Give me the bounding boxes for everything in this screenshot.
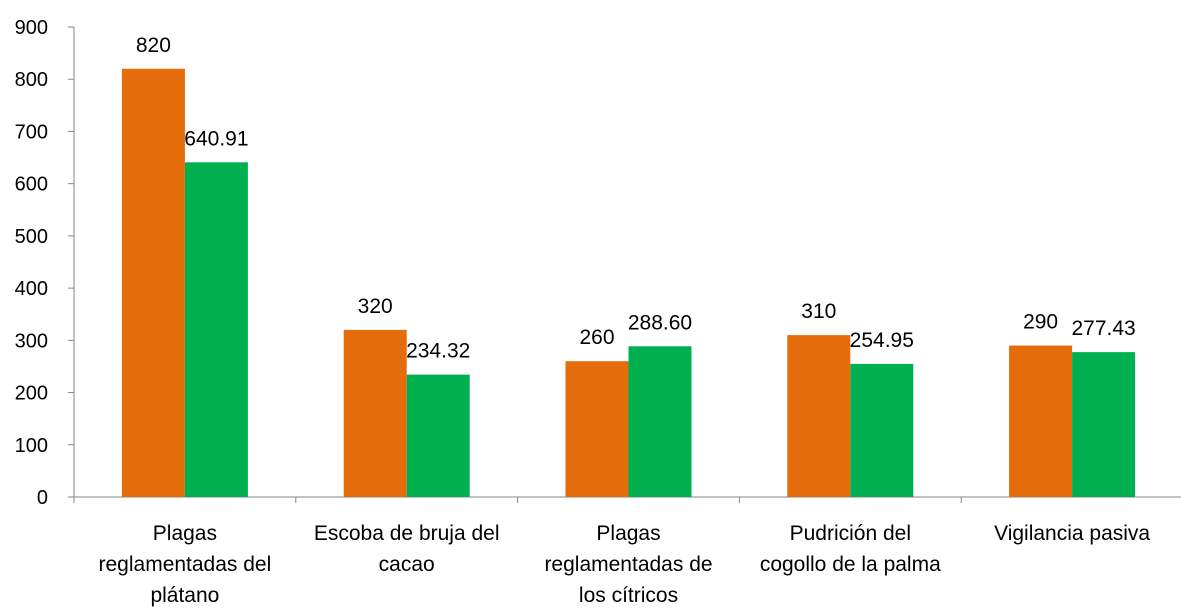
x-category-label-line: Plagas <box>153 522 217 545</box>
bar <box>343 329 407 497</box>
data-label: 254.95 <box>850 329 914 352</box>
y-tick-label: 700 <box>15 121 48 143</box>
x-category-label-line: plátano <box>150 584 219 607</box>
x-category-label: Escoba de bruja del cacao <box>314 522 500 576</box>
data-label: 288.60 <box>628 311 692 334</box>
y-tick-label: 600 <box>15 174 48 196</box>
y-tick-label: 400 <box>15 278 48 300</box>
x-category-label-line: Pudrición del <box>790 522 911 545</box>
x-category-label: Plagas reglamentadas del plátano <box>99 522 272 607</box>
x-category-label-line: Plagas <box>596 522 660 545</box>
data-label: 277.43 <box>1071 317 1135 340</box>
bar <box>850 363 914 497</box>
y-tick-label: 200 <box>15 383 48 405</box>
y-tick-label: 800 <box>15 69 48 91</box>
bar <box>406 374 470 497</box>
x-category-label-line: los cítricos <box>579 584 678 607</box>
data-label: 820 <box>136 34 171 57</box>
bar <box>1009 345 1073 497</box>
x-category-label-line: cacao <box>379 553 435 576</box>
x-category-label-line: cogollo de la palma <box>760 553 941 576</box>
y-tick-label: 500 <box>15 226 48 248</box>
x-category-label-line: reglamentadas del <box>99 553 272 576</box>
data-label: 290 <box>1023 311 1058 334</box>
bar <box>565 361 629 497</box>
bars <box>121 68 1136 498</box>
x-category-label: Vigilancia pasiva <box>994 522 1150 545</box>
data-label: 234.32 <box>406 340 470 363</box>
bar <box>121 68 185 498</box>
axes: 0 100 200 300 400 500 600 700 800 900 Plagas reglam… <box>15 17 1181 607</box>
y-tick-label: 100 <box>15 435 48 457</box>
y-tick-label: 300 <box>15 330 48 352</box>
data-label: 640.91 <box>184 127 248 150</box>
data-label: 260 <box>579 326 614 349</box>
y-tick-label: 0 <box>37 487 48 509</box>
x-category-label-line: Escoba de bruja del <box>314 522 500 545</box>
bar <box>184 162 248 497</box>
y-tick-label: 900 <box>15 17 48 39</box>
bar <box>787 335 851 497</box>
bar <box>1072 352 1136 497</box>
bar <box>628 346 692 497</box>
data-labels: 820 640.91 320 234.32 260 288.60 310 254.95 290 2… <box>136 34 1136 363</box>
x-category-label: Plagas reglamentadas de los cítricos <box>544 522 712 607</box>
x-category-label-line: Vigilancia pasiva <box>994 522 1150 545</box>
data-label: 310 <box>801 300 836 323</box>
data-label: 320 <box>358 295 393 318</box>
x-category-label: Pudrición del cogollo de la palma <box>760 522 941 576</box>
x-category-label-line: reglamentadas de <box>544 553 712 576</box>
